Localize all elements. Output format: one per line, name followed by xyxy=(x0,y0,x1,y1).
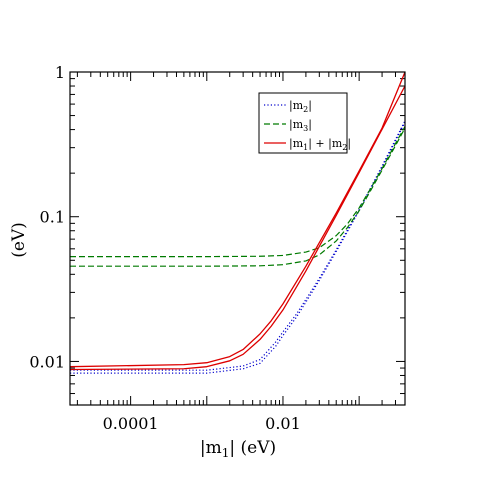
x-axis-label-subscript: 1 xyxy=(222,446,230,460)
data-series xyxy=(70,72,405,374)
y-tick-label: 0.01 xyxy=(29,352,65,371)
legend-label-m2: |m2| xyxy=(289,99,312,114)
series-line-sum xyxy=(70,72,405,368)
legend: |m2| |m3| |m1| + |m2| xyxy=(258,92,351,154)
x-tick-label: 0.0001 xyxy=(103,414,159,433)
series-line-m2 xyxy=(70,120,405,371)
legend-label-m3: |m3| xyxy=(289,118,312,133)
x-axis-label-main: |m xyxy=(200,438,222,458)
legend-label-sum: |m1| + |m2| xyxy=(289,137,351,152)
series-line-m2 xyxy=(70,121,405,374)
y-tick-label: 1 xyxy=(55,63,65,82)
series-line-m3 xyxy=(70,127,405,267)
series-line-sum xyxy=(70,85,405,371)
x-axis-label-rest: | (eV) xyxy=(229,438,276,458)
minor-ticks xyxy=(70,71,406,406)
tick-labels: 0.0001 0.01 0.01 0.1 1 xyxy=(29,63,300,433)
x-axis-label: |m1| (eV) xyxy=(200,438,276,460)
y-tick-label: 0.1 xyxy=(40,208,65,227)
plot-frame xyxy=(69,71,406,406)
x-tick-label: 0.01 xyxy=(265,414,301,433)
y-axis-label: (eV) xyxy=(9,222,29,258)
series-line-m3 xyxy=(70,126,405,258)
